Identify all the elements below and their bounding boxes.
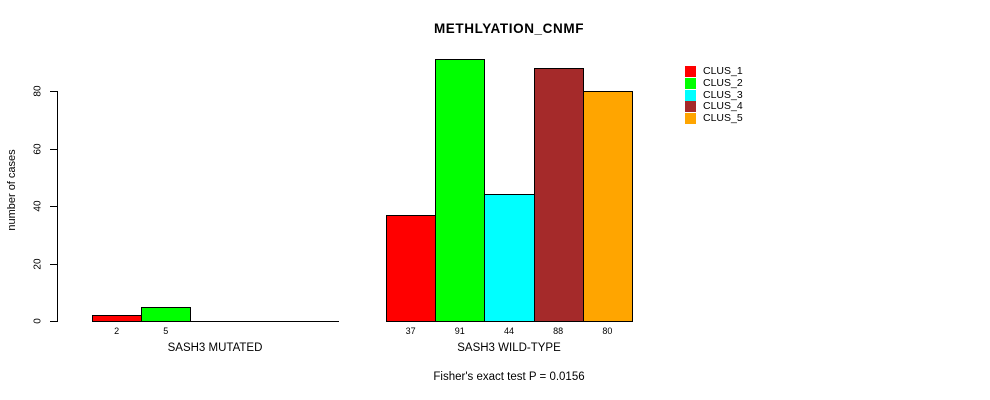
legend-swatch [685, 66, 696, 77]
legend-swatch [685, 113, 696, 124]
bar [92, 315, 142, 322]
y-tick-mark [50, 264, 57, 265]
bar-value-label: 91 [454, 326, 465, 336]
bar [583, 91, 633, 322]
y-tick-mark [50, 149, 57, 150]
group-label: SASH3 MUTATED [167, 342, 263, 354]
bar-value-label: 37 [405, 326, 416, 336]
bar [534, 68, 584, 322]
group-label: SASH3 WILD-TYPE [457, 342, 561, 354]
legend-swatch [685, 101, 696, 112]
bar [386, 215, 436, 322]
y-axis-title: number of cases [6, 149, 18, 231]
y-axis-line [57, 91, 58, 322]
y-tick-label: 20 [32, 258, 44, 270]
y-tick-mark [50, 321, 57, 322]
x-baseline [92, 321, 339, 322]
y-tick-label: 40 [32, 200, 44, 212]
bar-value-label: 2 [114, 326, 120, 336]
bar-value-label: 44 [503, 326, 515, 336]
legend-swatch [685, 78, 696, 89]
bar-value-label: 80 [602, 326, 613, 336]
y-tick-mark [50, 91, 57, 92]
bar-value-label: 5 [163, 326, 169, 336]
bar [435, 59, 485, 322]
bar-value-label: 88 [553, 326, 564, 336]
bar [141, 307, 191, 322]
y-tick-label: 60 [32, 143, 44, 155]
legend-label: CLUS_3 [703, 89, 743, 101]
footnote: Fisher's exact test P = 0.0156 [433, 371, 585, 383]
bar [484, 194, 535, 322]
legend-swatch [685, 90, 696, 101]
y-tick-label: 80 [32, 85, 44, 97]
y-tick-mark [50, 206, 57, 207]
y-tick-label: 0 [32, 318, 44, 324]
legend-label: CLUS_1 [703, 65, 743, 77]
legend-label: CLUS_4 [703, 100, 743, 112]
legend-label: CLUS_5 [703, 112, 743, 124]
legend-label: CLUS_2 [703, 77, 743, 89]
chart-title: METHLYATION_CNMF [433, 21, 585, 36]
